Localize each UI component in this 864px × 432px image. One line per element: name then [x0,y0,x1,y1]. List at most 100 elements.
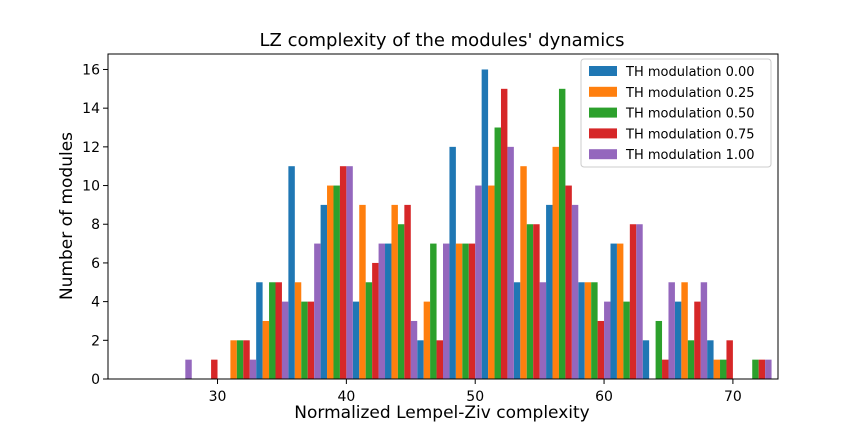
bar-series-4-bin-11 [539,282,547,379]
bar-series-4-bin-10 [507,146,514,379]
bar-series-0-bin-6 [352,301,360,379]
bar-series-4-bin-6 [378,243,386,379]
bar-series-0-bin-7 [385,243,392,379]
legend-swatch [589,149,617,160]
bar-series-1-bin-6 [359,204,366,379]
bar-series-2-bin-8 [430,243,437,379]
bar-series-3-bin-15 [662,359,669,379]
bar-series-0-bin-12 [546,204,553,379]
legend-swatch [589,86,617,97]
y-tick-label: 12 [82,140,100,156]
bar-series-1-bin-13 [584,282,592,379]
chart-title: LZ complexity of the modules' dynamics [260,30,625,51]
x-tick-label: 60 [595,389,613,405]
legend-swatch [589,66,617,76]
bar-series-3-bin-11 [533,224,540,379]
bar-series-2-bin-7 [397,224,405,379]
bar-series-3-bin-16 [694,301,701,379]
bar-series-3-bin-13 [597,320,605,379]
bar-series-1-bin-12 [552,146,559,379]
bar-series-2-bin-6 [365,282,373,379]
bar-series-3-bin-6 [372,262,379,379]
bar-series-2-bin-11 [526,224,534,379]
bar-series-1-bin-8 [423,301,431,379]
legend-label: TH modulation 0.00 [625,65,755,80]
bar-series-1-bin-17 [713,359,721,379]
bar-series-3-bin-14 [629,224,637,379]
bar-series-1-bin-3 [262,320,270,379]
bar-series-2-bin-3 [269,282,276,379]
y-tick-label: 10 [82,179,100,195]
bar-series-2-bin-2 [236,340,244,379]
bar-series-2-bin-18 [752,359,759,379]
bar-series-4-bin-4 [314,243,321,379]
x-tick-label: 30 [209,389,227,405]
x-tick-label: 40 [337,389,355,405]
bar-series-4-bin-5 [346,166,353,379]
bar-series-2-bin-10 [494,127,501,379]
bar-series-3-bin-17 [726,340,733,379]
legend: TH modulation 0.00 TH modulation 0.25 TH m… [580,58,772,168]
y-axis-label: Number of modules [57,132,77,300]
bar-series-2-bin-14 [623,301,630,379]
y-tick-label: 14 [82,101,100,117]
y-tick-label: 16 [82,62,100,78]
bar-series-2-bin-16 [687,340,695,379]
bar-series-2-bin-15 [655,320,663,379]
bar-series-4-bin-18 [765,359,772,379]
bar-series-4-bin-0 [185,359,192,379]
bar-series-2-bin-12 [558,88,566,379]
bar-series-1-bin-16 [681,282,688,379]
bar-series-3-bin-10 [500,88,508,379]
legend-swatch [589,107,617,118]
y-tick-label: 2 [91,333,100,349]
x-axis-ticks: 30 40 50 60 70 [209,379,742,405]
x-axis-label: Normalized Lempel-Ziv complexity [294,403,589,423]
bar-series-3-bin-18 [758,359,766,379]
bar-series-3-bin-12 [565,185,572,379]
legend-box [580,58,772,168]
bar-series-4-bin-14 [636,224,643,379]
bar-series-3-bin-8 [436,340,443,379]
bar-series-3-bin-2 [243,340,250,379]
legend-swatch [589,128,617,139]
legend-label: TH modulation 0.75 [625,127,755,142]
bar-series-0-bin-5 [320,204,328,379]
bar-series-0-bin-16 [674,301,682,379]
y-axis-ticks: 0 2 4 6 8 10 12 14 16 [82,62,108,388]
bar-series-3-bin-1 [211,359,218,379]
bar-series-3-bin-5 [339,166,347,379]
bar-series-4-bin-3 [281,301,289,379]
bar-series-2-bin-17 [720,359,727,379]
x-tick-label: 70 [724,389,742,405]
bar-series-1-bin-9 [455,243,463,379]
bar-series-1-bin-10 [488,185,495,379]
bar-series-4-bin-12 [571,204,579,379]
bar-series-3-bin-3 [275,282,282,379]
bar-series-0-bin-3 [256,282,263,379]
legend-label: TH modulation 0.50 [625,107,755,122]
bar-series-4-bin-13 [604,301,611,379]
y-tick-label: 6 [91,256,100,272]
bar-series-4-bin-15 [668,282,675,379]
y-tick-label: 4 [91,295,100,311]
bar-series-1-bin-5 [327,185,334,379]
y-tick-label: 0 [91,372,100,388]
bar-series-2-bin-9 [462,243,469,379]
bar-series-2-bin-5 [333,185,340,379]
legend-label: TH modulation 1.00 [625,148,755,163]
bar-series-1-bin-2 [230,340,237,379]
bar-series-0-bin-15 [642,340,650,379]
bar-series-4-bin-7 [410,320,418,379]
bar-series-4-bin-8 [443,243,450,379]
bar-series-2-bin-13 [591,282,598,379]
bar-series-4-bin-16 [700,282,708,379]
bar-series-1-bin-11 [520,166,527,379]
bar-series-0-bin-13 [578,282,585,379]
bar-series-0-bin-11 [513,282,521,379]
bar-series-1-bin-7 [391,204,398,379]
bar-series-1-bin-14 [616,243,624,379]
y-tick-label: 8 [91,217,100,233]
bar-series-0-bin-10 [481,69,489,379]
